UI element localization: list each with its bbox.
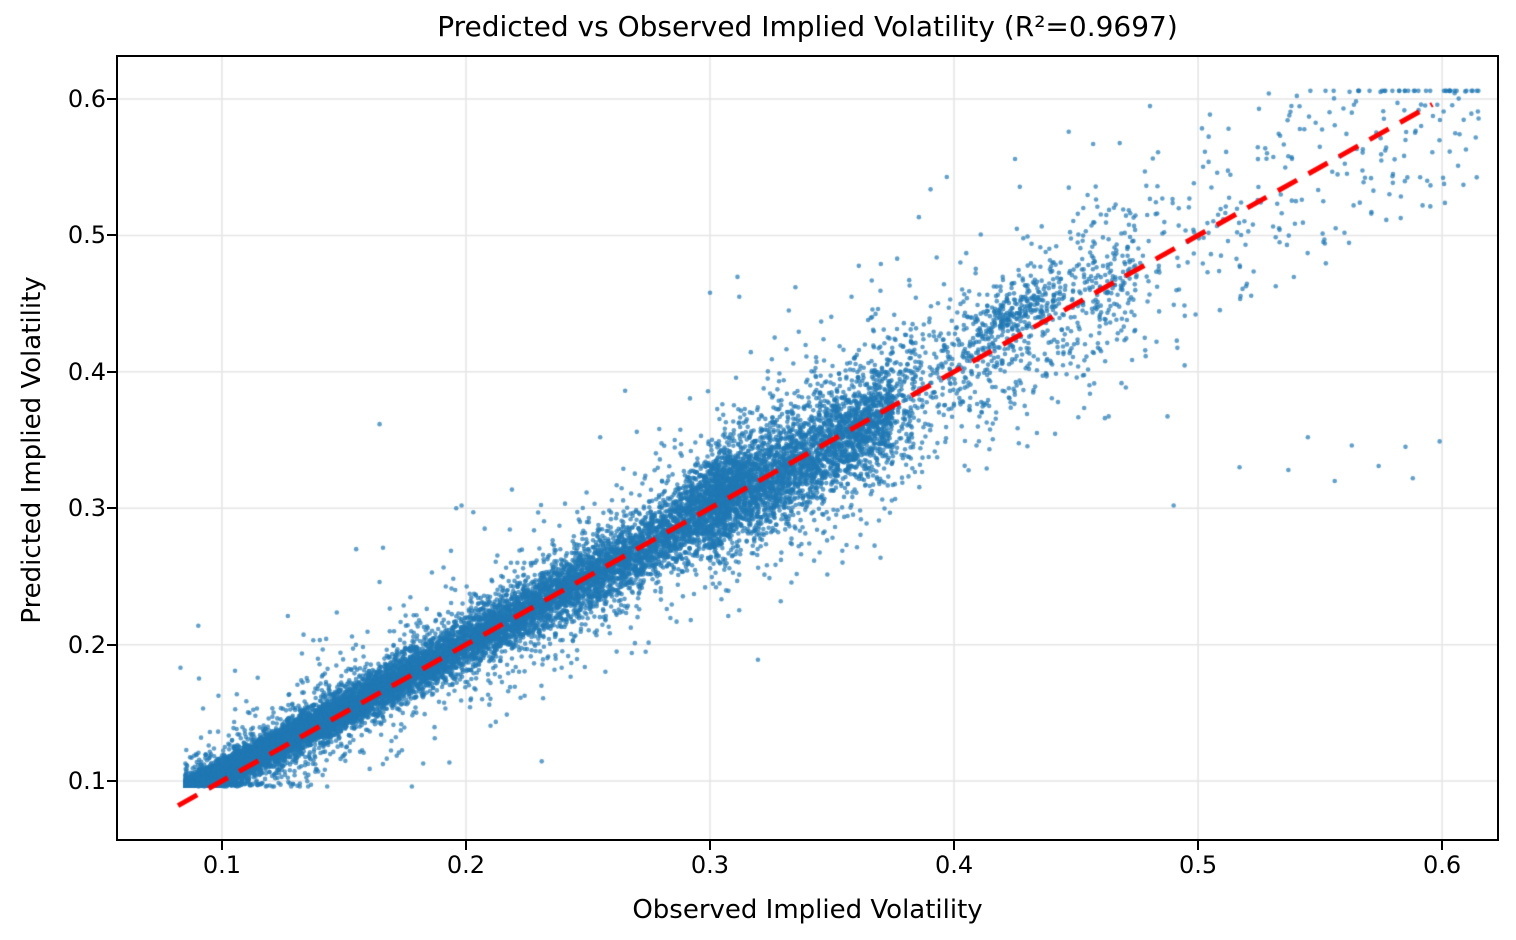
x-tick-mark xyxy=(220,841,223,850)
y-tick-mark xyxy=(107,643,116,646)
x-axis-label: Observed Implied Volatility xyxy=(632,895,983,925)
x-tick-label: 0.2 xyxy=(446,851,486,879)
x-tick-label: 0.5 xyxy=(1178,851,1218,879)
x-tick-mark xyxy=(1441,841,1444,850)
scatter-plot-canvas xyxy=(118,57,1497,839)
y-tick-label: 0.1 xyxy=(67,767,106,796)
x-tick-label: 0.3 xyxy=(690,851,730,879)
x-tick-mark xyxy=(709,841,711,850)
x-tick-label: 0.1 xyxy=(202,851,242,879)
chart-title: Predicted vs Observed Implied Volatility… xyxy=(437,10,1178,43)
plot-area xyxy=(116,55,1499,841)
y-tick-label: 0.4 xyxy=(67,357,106,386)
y-tick-label: 0.6 xyxy=(67,85,106,113)
y-tick-mark xyxy=(107,780,116,783)
y-tick-mark xyxy=(107,98,116,100)
x-tick-mark xyxy=(953,841,956,850)
y-tick-label: 0.5 xyxy=(67,221,106,250)
y-tick-label: 0.3 xyxy=(67,494,106,523)
x-tick-label: 0.4 xyxy=(934,851,974,879)
x-tick-label: 0.6 xyxy=(1423,851,1462,879)
x-tick-mark xyxy=(1197,841,1200,850)
y-tick-mark xyxy=(107,507,116,510)
x-tick-mark xyxy=(464,841,467,850)
y-tick-label: 0.2 xyxy=(67,630,106,659)
y-axis-label: Predicted Implied Volatility xyxy=(17,276,47,624)
y-tick-mark xyxy=(107,234,116,237)
y-tick-mark xyxy=(107,370,116,373)
